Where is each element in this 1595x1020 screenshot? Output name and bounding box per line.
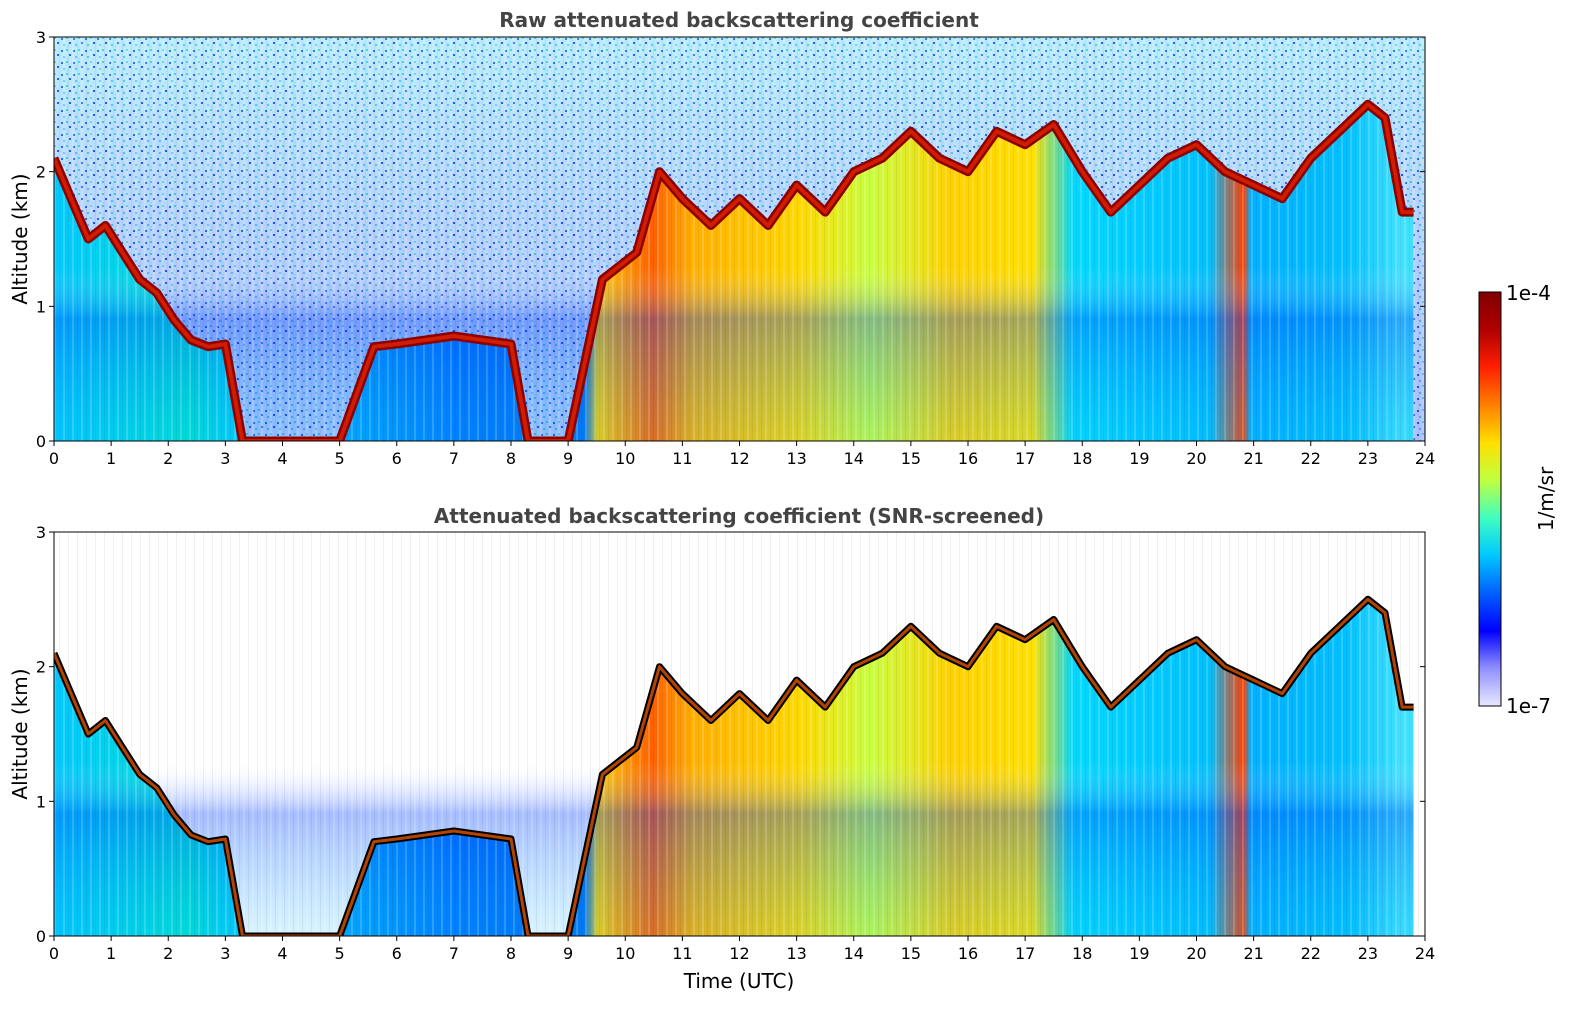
screened-x-axis: 0 1 2 3 4 5 6 7 8 9 10 11 12 13 14 15 16 17 18 19 20 21 22 23 24 (49, 936, 1435, 963)
screened-backscatter-panel: Attenuated backscattering coefficient (S… (8, 504, 1435, 993)
x-tick-label: 12 (729, 944, 749, 963)
raw-panel-title: Raw attenuated backscattering coefficien… (499, 8, 979, 32)
raw-streaks (54, 37, 1425, 441)
x-tick-label: 24 (1415, 449, 1435, 468)
x-tick-label: 9 (563, 944, 573, 963)
raw-backscatter-panel: Raw attenuated backscattering coefficien… (8, 8, 1435, 468)
x-tick-label: 14 (844, 944, 864, 963)
x-tick-label: 23 (1358, 449, 1378, 468)
x-tick-label: 22 (1301, 449, 1321, 468)
x-tick-label: 2 (163, 449, 173, 468)
x-tick-label: 13 (786, 944, 806, 963)
x-tick-label: 5 (335, 944, 345, 963)
x-tick-label: 19 (1129, 944, 1149, 963)
x-tick-label: 17 (1015, 449, 1035, 468)
y-tick-label: 1 (36, 297, 46, 316)
x-tick-label: 16 (958, 944, 978, 963)
x-tick-label: 18 (1072, 449, 1092, 468)
x-tick-label: 19 (1129, 449, 1149, 468)
x-tick-label: 24 (1415, 944, 1435, 963)
x-tick-label: 21 (1243, 449, 1263, 468)
x-tick-label: 4 (277, 944, 287, 963)
x-tick-label: 20 (1186, 449, 1206, 468)
x-tick-label: 2 (163, 944, 173, 963)
time-axis-label: Time (UTC) (683, 969, 795, 993)
y-tick-label: 1 (36, 792, 46, 811)
x-tick-label: 0 (49, 449, 59, 468)
x-tick-label: 4 (277, 449, 287, 468)
x-tick-label: 17 (1015, 944, 1035, 963)
x-tick-label: 21 (1243, 944, 1263, 963)
x-tick-label: 15 (901, 449, 921, 468)
screened-cloud-glow (54, 597, 1414, 936)
colorbar-min-label: 1e-7 (1506, 694, 1551, 718)
x-tick-label: 14 (844, 449, 864, 468)
colorbar-gradient (1478, 291, 1502, 707)
y-tick-label: 3 (36, 28, 46, 47)
x-tick-label: 0 (49, 944, 59, 963)
x-tick-label: 9 (563, 449, 573, 468)
x-tick-label: 3 (220, 449, 230, 468)
x-tick-label: 5 (335, 449, 345, 468)
x-tick-label: 8 (506, 449, 516, 468)
y-tick-label: 2 (36, 163, 46, 182)
x-tick-label: 11 (672, 449, 692, 468)
x-tick-label: 20 (1186, 944, 1206, 963)
screened-panel-title: Attenuated backscattering coefficient (S… (434, 504, 1044, 528)
x-tick-label: 13 (786, 449, 806, 468)
screened-heatmap (54, 532, 1425, 936)
x-tick-label: 7 (449, 449, 459, 468)
x-tick-label: 22 (1301, 944, 1321, 963)
x-tick-label: 15 (901, 944, 921, 963)
colorbar-max-label: 1e-4 (1506, 281, 1551, 305)
raw-heatmap (54, 37, 1425, 441)
x-tick-label: 6 (392, 449, 402, 468)
x-tick-label: 18 (1072, 944, 1092, 963)
raw-cloud-glow (54, 102, 1414, 441)
x-tick-label: 23 (1358, 944, 1378, 963)
screened-streaks (54, 532, 1425, 936)
x-tick-label: 11 (672, 944, 692, 963)
colorbar-unit-label: 1/m/sr (1534, 466, 1558, 531)
raw-y-axis-label: Altitude (km) (8, 173, 32, 304)
x-tick-label: 16 (958, 449, 978, 468)
x-tick-label: 6 (392, 944, 402, 963)
raw-y-axis: 0 1 2 3 (36, 28, 1425, 451)
x-tick-label: 10 (615, 449, 635, 468)
screened-y-axis: 0 1 2 3 (36, 523, 1425, 946)
y-tick-label: 0 (36, 927, 46, 946)
x-tick-label: 12 (729, 449, 749, 468)
x-tick-label: 1 (106, 449, 116, 468)
y-tick-label: 2 (36, 658, 46, 677)
y-tick-label: 0 (36, 432, 46, 451)
screened-y-axis-label: Altitude (km) (8, 668, 32, 799)
colorbar: 1e-4 1e-7 1/m/sr (1478, 281, 1558, 718)
x-tick-label: 7 (449, 944, 459, 963)
x-tick-label: 8 (506, 944, 516, 963)
y-tick-label: 3 (36, 523, 46, 542)
x-tick-label: 3 (220, 944, 230, 963)
x-tick-label: 1 (106, 944, 116, 963)
raw-x-axis: 0 1 2 3 4 5 6 7 8 9 10 11 12 13 14 15 16 17 18 19 20 21 22 23 24 (49, 441, 1435, 468)
x-tick-label: 10 (615, 944, 635, 963)
